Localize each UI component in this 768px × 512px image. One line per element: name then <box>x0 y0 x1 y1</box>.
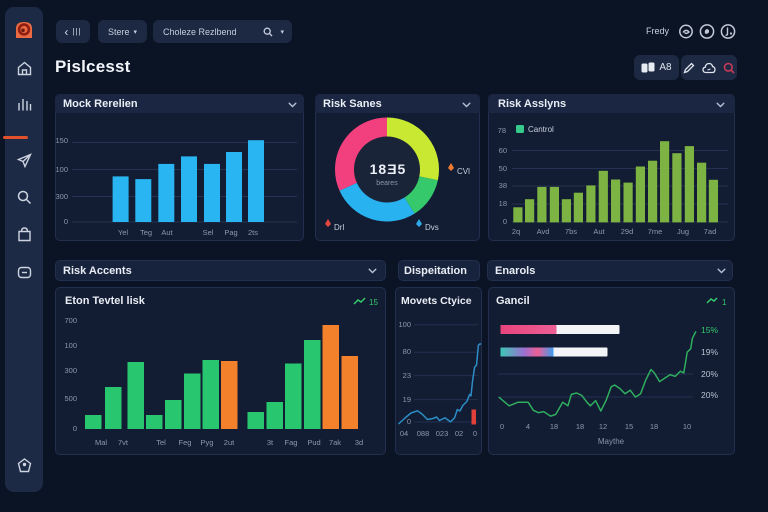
svg-text:7me: 7me <box>648 227 663 236</box>
svg-text:20%: 20% <box>701 390 718 400</box>
svg-text:60: 60 <box>499 146 507 155</box>
svg-text:15: 15 <box>625 422 633 431</box>
svg-text:Pud: Pud <box>307 438 320 447</box>
svg-text:100: 100 <box>398 320 411 329</box>
svg-text:19: 19 <box>403 395 411 404</box>
svg-text:Drl: Drl <box>334 223 344 232</box>
svg-text:Pag: Pag <box>224 228 237 237</box>
svg-text:Aut: Aut <box>593 227 605 236</box>
svg-text:4: 4 <box>526 422 530 431</box>
svg-text:7bs: 7bs <box>565 227 577 236</box>
svg-text:29d: 29d <box>621 227 634 236</box>
svg-text:beares: beares <box>376 180 398 187</box>
svg-text:Feg: Feg <box>179 438 192 447</box>
svg-text:088: 088 <box>417 429 430 438</box>
svg-text:7vt: 7vt <box>118 438 129 447</box>
svg-text:Pyg: Pyg <box>201 438 214 447</box>
svg-text:0: 0 <box>407 417 411 426</box>
svg-text:Fag: Fag <box>285 438 298 447</box>
svg-text:18: 18 <box>576 422 584 431</box>
svg-text:02: 02 <box>455 429 463 438</box>
svg-text:15: 15 <box>369 298 378 306</box>
svg-text:Yel: Yel <box>118 228 128 237</box>
svg-text:2ut: 2ut <box>224 438 235 447</box>
svg-text:Avd: Avd <box>537 227 550 236</box>
svg-text:04: 04 <box>400 429 408 438</box>
svg-text:Cantrol: Cantrol <box>528 125 554 134</box>
svg-text:18: 18 <box>650 422 658 431</box>
svg-text:150: 150 <box>55 136 68 145</box>
svg-text:7ad: 7ad <box>704 227 717 236</box>
svg-text:Sel: Sel <box>203 228 214 237</box>
svg-text:18Ǝ5: 18Ǝ5 <box>370 161 407 177</box>
svg-text:2ts: 2ts <box>248 228 258 237</box>
svg-text:100: 100 <box>55 165 68 174</box>
svg-text:0: 0 <box>73 424 77 433</box>
svg-text:Jug: Jug <box>677 227 689 236</box>
svg-text:2q: 2q <box>512 227 520 236</box>
svg-text:15%: 15% <box>701 325 718 335</box>
svg-text:700: 700 <box>64 316 77 325</box>
svg-text:Maythe: Maythe <box>598 437 625 446</box>
svg-text:1: 1 <box>722 298 727 306</box>
svg-text:10: 10 <box>683 422 691 431</box>
svg-text:Dvs: Dvs <box>425 223 439 232</box>
svg-text:19%: 19% <box>701 347 718 357</box>
svg-text:78: 78 <box>498 126 506 135</box>
svg-text:Aut: Aut <box>161 228 173 237</box>
svg-text:100: 100 <box>64 341 77 350</box>
svg-text:12: 12 <box>599 422 607 431</box>
svg-text:0: 0 <box>500 422 504 431</box>
svg-text:18: 18 <box>499 199 507 208</box>
svg-text:CVl: CVl <box>457 167 470 176</box>
svg-text:3d: 3d <box>355 438 363 447</box>
svg-text:300: 300 <box>64 366 77 375</box>
svg-text:38: 38 <box>499 181 507 190</box>
svg-text:18: 18 <box>550 422 558 431</box>
svg-text:0: 0 <box>473 429 477 438</box>
svg-text:20%: 20% <box>701 369 718 379</box>
svg-text:Tel: Tel <box>156 438 166 447</box>
svg-text:500: 500 <box>64 394 77 403</box>
svg-text:23: 23 <box>403 371 411 380</box>
svg-text:023: 023 <box>436 429 449 438</box>
svg-text:300: 300 <box>55 192 68 201</box>
svg-text:Mal: Mal <box>95 438 107 447</box>
svg-text:0: 0 <box>64 217 68 226</box>
svg-text:80: 80 <box>403 347 411 356</box>
svg-text:3t: 3t <box>267 438 274 447</box>
svg-text:0: 0 <box>503 217 507 226</box>
svg-text:Teg: Teg <box>140 228 152 237</box>
svg-text:50: 50 <box>499 164 507 173</box>
svg-text:7ak: 7ak <box>329 438 341 447</box>
